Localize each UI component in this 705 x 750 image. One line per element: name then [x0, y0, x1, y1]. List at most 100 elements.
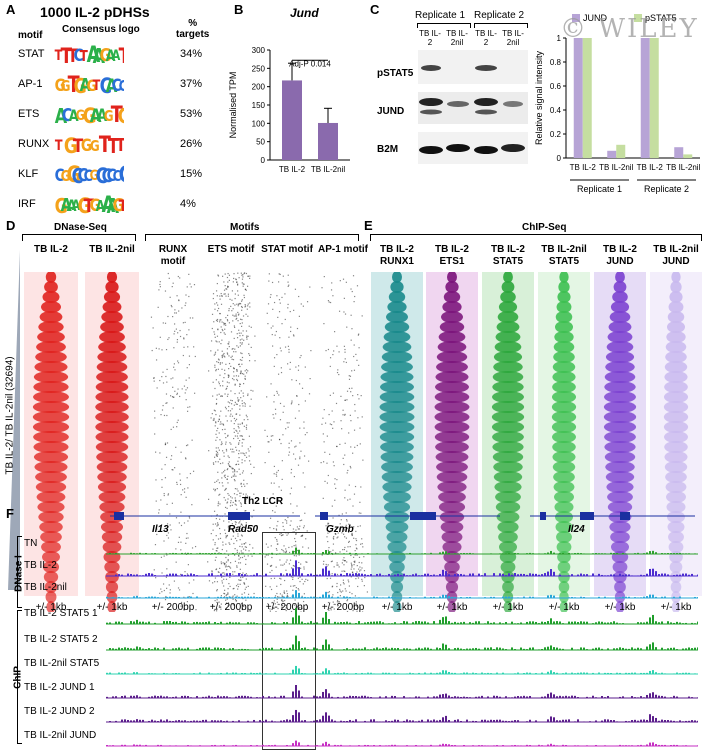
signal-peak [451, 672, 453, 674]
motif-dot [275, 529, 278, 531]
signal-peak [538, 623, 540, 624]
motif-dot [227, 393, 229, 395]
motif-dot [342, 457, 344, 459]
motif-dot [236, 303, 238, 305]
signal-peak [235, 596, 237, 598]
motif-dot [223, 520, 225, 522]
signal-peak [562, 623, 564, 624]
signal-peak [292, 550, 294, 554]
signal-peak [553, 717, 555, 722]
motif-dot [194, 355, 196, 358]
heat-slice [96, 451, 128, 463]
signal-peak [340, 744, 342, 746]
signal-peak [178, 553, 180, 554]
legend-swatch [634, 14, 642, 22]
motif-dot [346, 550, 348, 552]
logo-letter: C [99, 74, 112, 98]
signal-peak [121, 597, 123, 598]
signal-peak [379, 696, 381, 698]
logo-letter: C [101, 165, 113, 187]
signal-peak [343, 575, 345, 576]
heat-slice [392, 601, 402, 613]
signal-peak [598, 621, 600, 624]
panel-d-column-header: STAT motif [261, 244, 313, 255]
motif-dot [212, 548, 214, 550]
signal-peak [472, 648, 474, 650]
motif-dot [244, 305, 247, 307]
signal-peak [505, 696, 507, 698]
signal-peak [511, 621, 513, 624]
signal-peak [292, 644, 294, 650]
motif-dot [214, 490, 216, 492]
signal-peak [277, 623, 279, 624]
motif-dot [277, 520, 279, 523]
motif-dot [237, 294, 239, 296]
signal-peak [559, 695, 561, 698]
motif-dot [346, 472, 348, 474]
motif-dot [277, 469, 279, 472]
signal-peak [457, 696, 459, 698]
signal-peak [397, 719, 399, 722]
signal-peak [682, 573, 684, 576]
motif-dot [208, 370, 210, 372]
signal-peak [685, 622, 687, 624]
motif-dot [323, 441, 325, 443]
signal-peak [649, 551, 651, 554]
signal-peak [223, 553, 225, 554]
x-tick-label: TB IL-2nil [666, 163, 700, 172]
motif-dot [219, 493, 221, 495]
motif-dot [214, 523, 217, 525]
motif-dot [333, 566, 335, 568]
motif-dot [301, 595, 303, 597]
motif-dot [288, 563, 291, 565]
signal-peak [685, 672, 687, 674]
motif-dot [244, 588, 246, 590]
motif-dot [251, 555, 253, 557]
motif-dot [238, 439, 241, 442]
motif-dot [232, 281, 234, 283]
motif-dot [171, 306, 173, 308]
motif-dot [266, 563, 269, 565]
motif-dot [306, 301, 309, 303]
signal-peak [139, 744, 141, 746]
motif-dot [305, 561, 307, 563]
motif-dot [268, 273, 270, 275]
motif-dot [264, 462, 266, 464]
motif-dot [183, 338, 185, 340]
signal-peak [655, 647, 657, 650]
motif-dot [236, 430, 238, 432]
motif-dot [244, 288, 246, 290]
signal-peak [226, 696, 228, 698]
heat-slice [492, 371, 524, 383]
signal-peak [163, 647, 165, 650]
heat-slice [500, 291, 516, 303]
signal-peak [121, 744, 123, 746]
motif-dot [222, 544, 224, 546]
motif-dot [235, 500, 237, 502]
motif-dot [173, 333, 175, 335]
motif-dot [180, 494, 182, 496]
signal-peak [595, 622, 597, 624]
motif-dot [156, 387, 158, 389]
signal-peak [607, 575, 609, 576]
heat-slice [42, 561, 60, 573]
motif-dot [338, 601, 340, 603]
heat-slice [44, 581, 58, 593]
motif-dot [223, 289, 226, 291]
motif-dot [227, 285, 229, 288]
signal-peak [298, 592, 300, 598]
heat-slice [497, 311, 519, 323]
motif-name: RUNX [18, 138, 50, 150]
motif-dot [223, 596, 226, 598]
heat-slice [492, 451, 524, 463]
signal-peak [439, 672, 441, 674]
motif-dot [298, 608, 300, 610]
motif-dot [272, 510, 274, 512]
motif-dot [238, 500, 240, 502]
motif-dot [233, 475, 235, 477]
motif-dot [164, 525, 167, 527]
signal-peak [343, 696, 345, 698]
logo-letter: C [118, 74, 124, 98]
signal-peak [691, 697, 693, 698]
motif-dot [278, 438, 281, 440]
